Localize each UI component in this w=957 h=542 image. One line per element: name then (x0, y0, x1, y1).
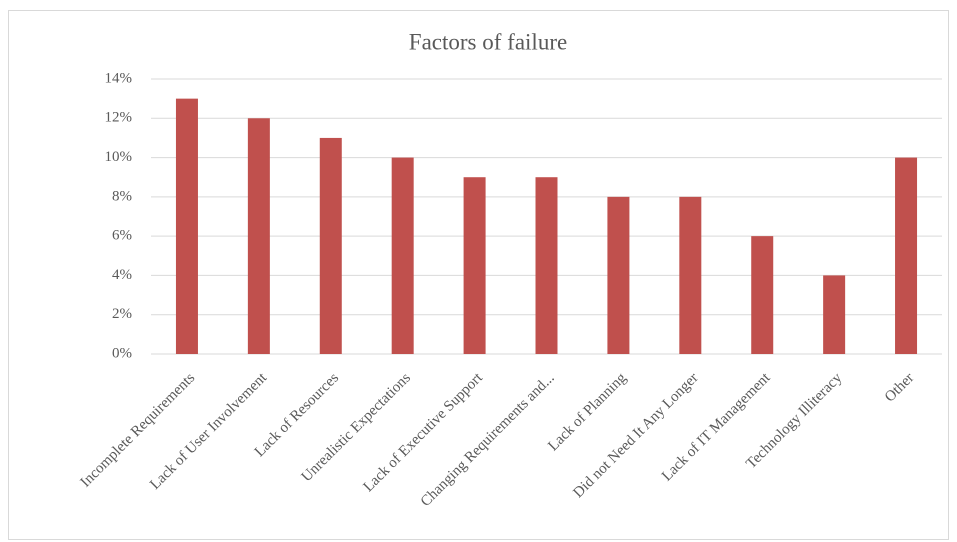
y-tick-label: 4% (112, 267, 132, 283)
bar (679, 196, 702, 354)
y-tick-label: 8% (112, 188, 132, 204)
y-tick-label: 12% (105, 110, 133, 126)
bar (247, 118, 270, 355)
bar (535, 177, 558, 354)
y-tick-label: 6% (112, 228, 132, 244)
chart-title: Factors of failure (409, 29, 567, 54)
bar (823, 275, 846, 354)
bar (463, 177, 486, 354)
y-tick-label: 2% (112, 306, 132, 322)
bar (175, 98, 198, 355)
bar (391, 157, 414, 354)
bar (751, 236, 774, 354)
bar (319, 137, 342, 354)
y-tick-label: 14% (105, 70, 133, 86)
y-tick-label: 0% (112, 345, 132, 361)
bar (607, 196, 630, 354)
bar (895, 157, 918, 354)
y-tick-label: 10% (105, 149, 133, 165)
